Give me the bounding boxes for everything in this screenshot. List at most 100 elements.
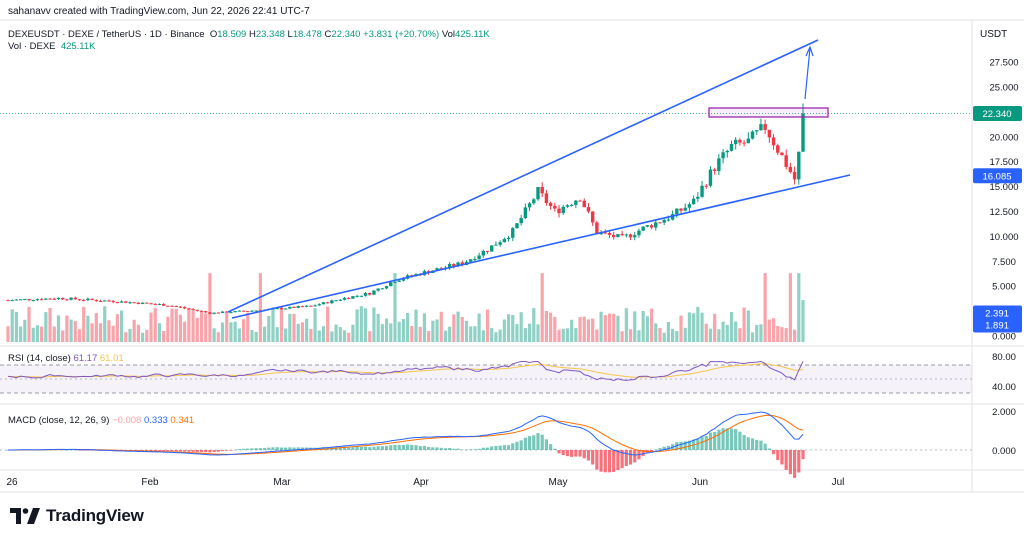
macd-histogram-bar (275, 447, 279, 450)
macd-histogram-bar (195, 450, 199, 453)
macd-histogram-bar (498, 445, 502, 450)
volume-bar (692, 313, 696, 342)
volume-bar (549, 312, 553, 342)
candle-body (77, 299, 82, 301)
price-tick-label: 12.500 (989, 207, 1018, 218)
candle-body (250, 310, 254, 312)
price-tick-label: 20.000 (989, 132, 1018, 143)
macd-histogram-bar (418, 446, 422, 450)
candle-body (115, 302, 120, 304)
created-by-text: sahanavv created with TradingView.com, J… (8, 6, 310, 17)
volume-bar (393, 273, 397, 342)
volume-bar (485, 309, 490, 342)
candle-body (523, 207, 528, 219)
volume-bar (645, 316, 649, 342)
candle-body (502, 239, 507, 243)
macd-histogram-bar (321, 447, 326, 450)
price-tick-label: 0.000 (992, 332, 1016, 343)
macd-histogram-bar (233, 449, 237, 451)
volume-bar (372, 307, 376, 342)
macd-histogram-bar (380, 446, 384, 450)
price-tick-label: 27.500 (989, 58, 1018, 69)
candle-body (216, 312, 221, 314)
candle-body (490, 245, 494, 252)
candle-body (704, 185, 708, 187)
candle-body (384, 286, 389, 289)
candle-body (612, 234, 616, 238)
macd-histogram-bar (578, 450, 582, 457)
volume-bar (506, 314, 511, 342)
volume-bar (77, 329, 82, 342)
volume-bar (368, 331, 372, 342)
macd-histogram-bar (607, 450, 612, 473)
macd-histogram-bar (212, 450, 216, 453)
volume-bar (321, 326, 326, 342)
candle-body (755, 130, 759, 132)
candle-body (296, 306, 300, 308)
rsi-ma-line (7, 363, 804, 378)
candle-body (511, 228, 515, 238)
candle-body (145, 302, 149, 304)
macd-histogram-bar (431, 447, 435, 450)
volume-bar (212, 328, 216, 342)
tradingview-logo[interactable]: TradingView (10, 506, 144, 526)
volume-bar (523, 328, 527, 342)
volume-bar (746, 310, 750, 342)
volume-bar (225, 313, 229, 342)
volume-bar (174, 308, 178, 342)
volume-bar (742, 307, 746, 342)
volume-bar (305, 318, 309, 342)
candle-body (527, 203, 532, 208)
candle-body (708, 169, 713, 186)
macd-histogram-bar (174, 450, 178, 452)
macd-histogram-bar (738, 431, 742, 450)
macd-histogram-bar (557, 450, 561, 454)
volume-bar (250, 330, 254, 342)
macd-histogram-bar (204, 450, 208, 453)
volume-bar (170, 308, 174, 342)
volume-bar (797, 273, 801, 342)
macd-histogram-bar (464, 449, 469, 451)
volume-bar (296, 323, 300, 342)
volume-bar (389, 323, 393, 342)
candle-body (203, 311, 208, 313)
candle-body (666, 219, 671, 221)
macd-histogram-bar (199, 450, 204, 453)
volume-bar (65, 315, 69, 342)
candle-body (603, 232, 608, 234)
macd-histogram-bar (662, 446, 666, 450)
macd-histogram-bar (750, 438, 755, 450)
volume-bar (61, 330, 65, 342)
macd-histogram-bar (704, 436, 708, 450)
volume-bar (157, 323, 162, 342)
candle-body (746, 138, 751, 144)
macd-histogram-bar (162, 450, 166, 452)
candle-body (439, 268, 443, 270)
candle-body (60, 297, 65, 300)
macd-histogram-bar (241, 448, 246, 450)
macd-histogram-bar (687, 440, 692, 450)
macd-histogram-bar (77, 450, 82, 451)
macd-histogram-bar (456, 448, 460, 450)
macd-histogram-bar (452, 448, 456, 450)
volume-bar (628, 329, 633, 342)
volume-bar (363, 308, 368, 342)
volume-bar (527, 323, 532, 342)
macd-histogram-bar (549, 444, 553, 450)
candle-body (460, 262, 464, 265)
candle-body (73, 297, 78, 300)
macd-histogram-bar (540, 434, 544, 450)
volume-bar (750, 332, 755, 342)
volume-bar (326, 306, 330, 342)
volume-bar (683, 327, 687, 342)
volume-bar (237, 328, 241, 342)
macd-histogram-bar (792, 450, 797, 478)
candle-body (750, 131, 755, 139)
volume-bar (380, 324, 384, 342)
rsi-tick-label: 80.00 (992, 352, 1016, 363)
time-tick-label: 26 (6, 477, 18, 488)
volume-bar (418, 326, 422, 342)
candle-body (187, 308, 191, 310)
